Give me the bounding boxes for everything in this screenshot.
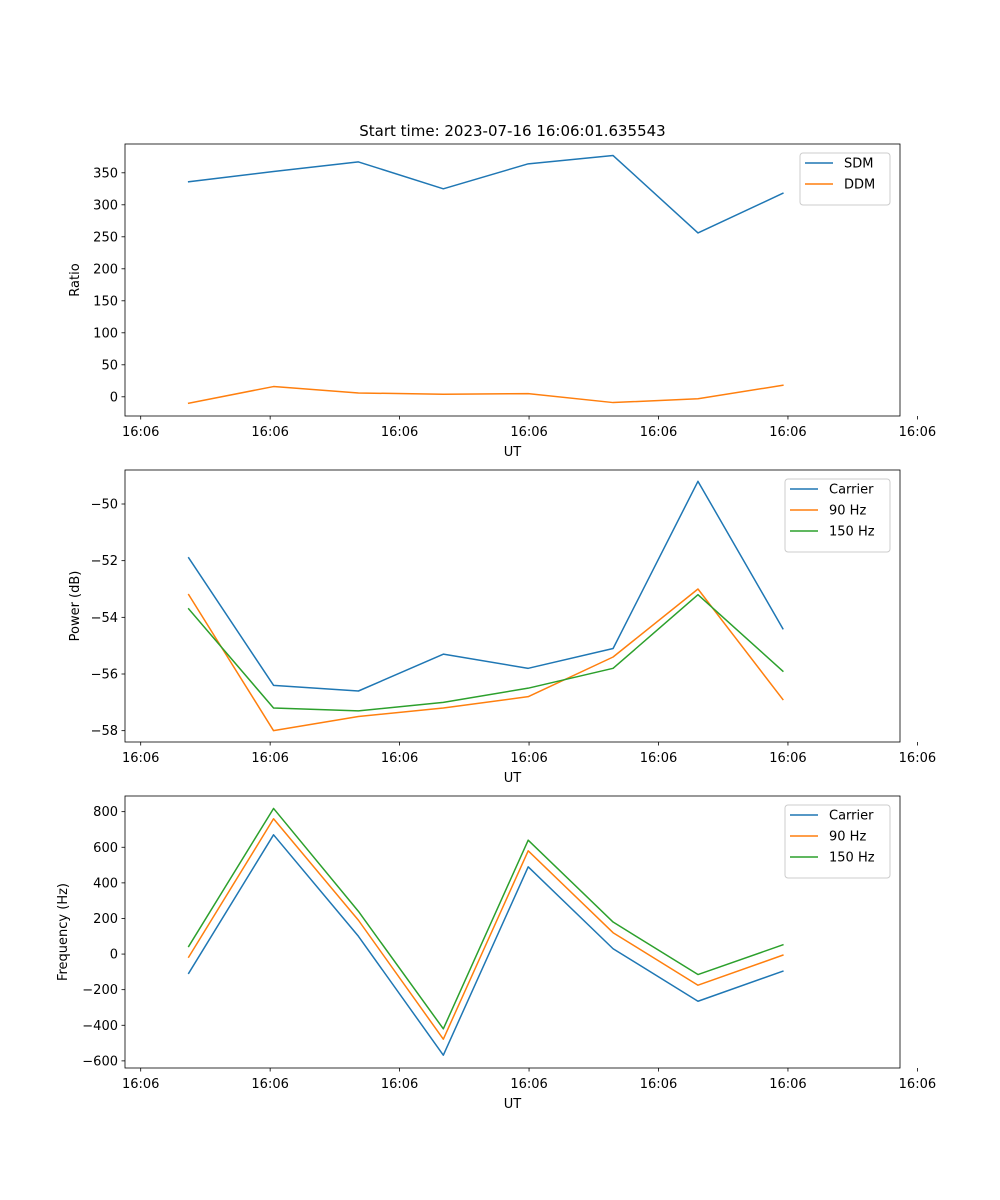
legend-entry: 90 Hz [829,830,866,845]
series-line-90-hz [187,818,784,1040]
series-line-ddm [187,384,784,405]
x-tick-label: 16:06 [510,751,547,766]
x-axis-label: UT [504,1097,522,1112]
y-tick-label: 50 [101,358,118,373]
y-tick-label: −400 [82,1019,118,1034]
chart-panel-3: −600 −400 −200 0 200 400 600 800 16:06 16:06 16:06… [56,795,936,1112]
x-tick-label: 16:06 [899,425,936,440]
y-tick-label: 400 [93,876,118,891]
y-tick-label: −58 [91,724,118,739]
y-tick-label: 300 [93,198,118,213]
x-tick-label: 16:06 [510,1077,547,1092]
axes-frame [124,795,901,1069]
x-tick-label: 16:06 [510,425,547,440]
y-tick-label: −50 [91,498,118,513]
x-tick-label: 16:06 [381,425,418,440]
x-tick-label: 16:06 [122,1077,159,1092]
legend: Carrier 90 Hz 150 Hz [784,804,891,879]
legend-box [799,152,891,206]
y-tick-label: −200 [82,983,118,998]
series-line-90-hz [187,588,784,732]
axes-frame [124,143,901,417]
y-tick-label: 200 [93,262,118,277]
x-tick-label: 16:06 [640,425,677,440]
y-axis-label: Power (dB) [68,571,83,642]
x-axis-label: UT [504,445,522,460]
x-tick-label: 16:06 [769,1077,806,1092]
series-line-carrier [187,834,784,1056]
legend: Carrier 90 Hz 150 Hz [784,478,891,553]
legend: SDM DDM [799,152,891,206]
x-tick-label: 16:06 [899,751,936,766]
x-axis-label: UT [504,771,522,786]
axes-frame [124,469,901,743]
y-tick-label: 800 [93,805,118,820]
y-tick-label: 350 [93,166,118,181]
y-tick-label: 250 [93,230,118,245]
x-tick-label: 16:06 [251,751,288,766]
x-tick-label: 16:06 [251,425,288,440]
x-tick-label: 16:06 [122,751,159,766]
x-tick-label: 16:06 [381,1077,418,1092]
x-tick-label: 16:06 [640,1077,677,1092]
y-tick-label: 100 [93,326,118,341]
x-tick-label: 16:06 [122,425,159,440]
x-tick-label: 16:06 [769,425,806,440]
legend-entry: SDM [844,157,873,172]
y-tick-label: 150 [93,294,118,309]
series-line-150-hz [187,593,784,712]
y-tick-label: 600 [93,841,118,856]
legend-box [784,478,891,553]
legend-box [784,804,891,879]
chart-title: Start time: 2023-07-16 16:06:01.635543 [359,122,665,140]
x-tick-label: 16:06 [381,751,418,766]
x-tick-label: 16:06 [899,1077,936,1092]
legend-entry: DDM [844,178,875,193]
legend-entry: 150 Hz [829,851,875,866]
legend-entry: Carrier [829,483,874,498]
x-tick-label: 16:06 [769,751,806,766]
legend-entry: 90 Hz [829,504,866,519]
y-tick-label: 0 [110,390,118,405]
y-axis-label: Frequency (Hz) [56,883,71,981]
y-tick-label: −600 [82,1054,118,1069]
y-tick-label: −52 [91,554,118,569]
series-line-sdm [187,154,784,234]
series-line-150-hz [187,807,784,1030]
x-tick-label: 16:06 [640,751,677,766]
chart-panel-2: −58 −56 −54 −52 −50 16:06 16:06 16:06 16:06 16:06… [68,469,936,786]
y-axis-label: Ratio [68,263,83,296]
y-tick-label: 200 [93,912,118,927]
series-line-carrier [187,480,784,692]
legend-entry: 150 Hz [829,525,875,540]
y-tick-label: −56 [91,668,118,683]
y-tick-label: 0 [110,948,118,963]
x-tick-label: 16:06 [251,1077,288,1092]
legend-entry: Carrier [829,809,874,824]
y-tick-label: −54 [91,611,118,626]
chart-panel-1: Start time: 2023-07-16 16:06:01.635543 0 5… [68,122,936,460]
